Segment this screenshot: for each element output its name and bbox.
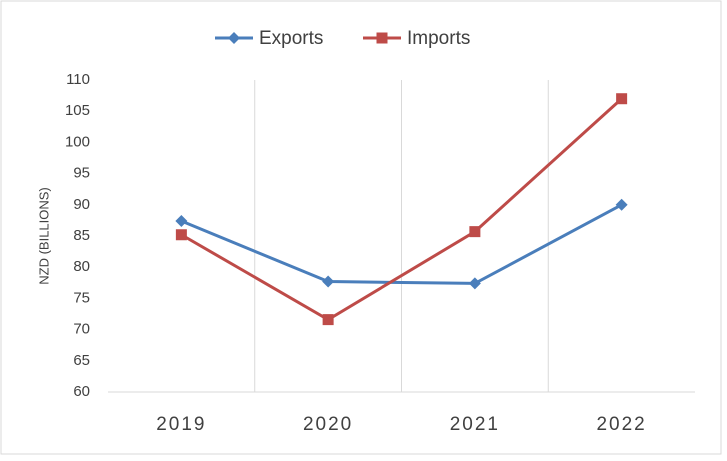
data-point xyxy=(469,226,481,238)
data-point xyxy=(175,215,188,228)
x-tick-label: 2021 xyxy=(450,414,500,435)
y-tick-label: 90 xyxy=(73,196,90,213)
series-line xyxy=(180,203,623,285)
y-tick-label: 110 xyxy=(66,71,90,88)
y-tick-label: 85 xyxy=(73,227,90,244)
data-point xyxy=(615,198,628,211)
y-tick-label: 65 xyxy=(73,352,90,369)
y-axis-label: NZD (BILLIONS) xyxy=(36,187,51,285)
x-tick-label: 2020 xyxy=(303,414,353,435)
legend-label: Exports xyxy=(259,28,323,49)
y-tick-label: 105 xyxy=(65,102,90,119)
data-point xyxy=(322,314,334,326)
series-line xyxy=(180,97,623,322)
legend-marker xyxy=(228,32,240,44)
legend-marker xyxy=(376,32,388,44)
y-tick-label: 75 xyxy=(73,289,90,306)
y-tick-label: 95 xyxy=(73,165,90,182)
y-tick-label: 70 xyxy=(73,321,90,338)
data-point xyxy=(322,275,335,288)
data-point xyxy=(468,277,481,290)
y-tick-label: 60 xyxy=(73,383,90,400)
data-point xyxy=(175,229,187,241)
legend-label: Imports xyxy=(407,28,470,49)
y-tick-label: 80 xyxy=(73,258,90,275)
data-point xyxy=(616,93,628,105)
x-tick-label: 2019 xyxy=(156,414,206,435)
x-tick-label: 2022 xyxy=(596,414,646,435)
y-tick-label: 100 xyxy=(65,133,90,150)
